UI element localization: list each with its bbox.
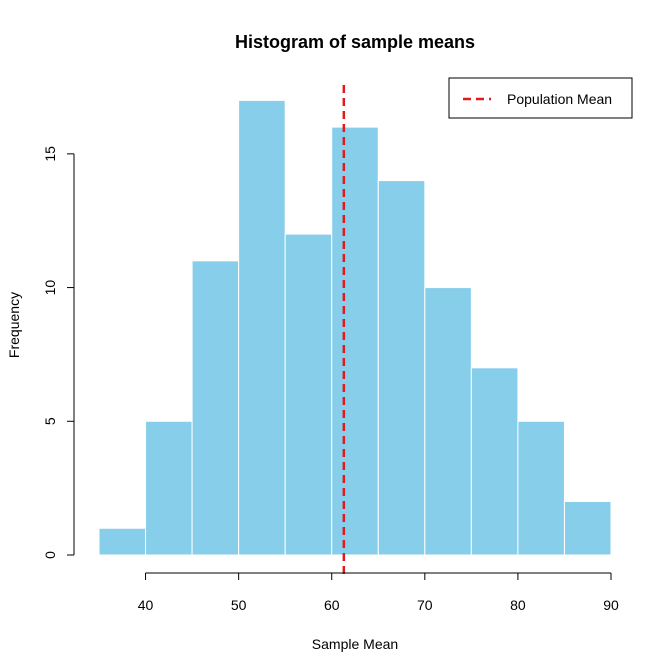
y-tick-label-15: 15 — [42, 146, 58, 162]
x-tick-label-50: 50 — [231, 597, 247, 613]
histogram-bar-50-55 — [238, 99, 286, 556]
y-tick-label-10: 10 — [42, 280, 58, 296]
y-axis: 0 5 10 15 — [42, 146, 75, 559]
histogram-bar-55-60 — [284, 233, 333, 556]
legend: Population Mean — [448, 77, 633, 119]
chart-title: Histogram of sample means — [235, 32, 475, 52]
histogram-bar-65-70 — [377, 180, 426, 556]
x-axis: 40 50 60 70 80 90 — [138, 572, 619, 613]
y-axis-title: Frequency — [6, 292, 22, 358]
legend-label: Population Mean — [507, 91, 612, 107]
x-tick-label-80: 80 — [510, 597, 526, 613]
x-axis-title: Sample Mean — [312, 636, 398, 652]
histogram-bar-80-85 — [517, 420, 565, 556]
histogram-bar-70-75 — [424, 287, 472, 556]
histogram-bar-40-45 — [145, 420, 193, 556]
y-tick-label-5: 5 — [42, 417, 58, 425]
y-tick-label-0: 0 — [42, 551, 58, 559]
x-tick-label-90: 90 — [603, 597, 619, 613]
bars-group — [98, 99, 612, 556]
x-tick-label-60: 60 — [324, 597, 340, 613]
histogram-bar-85-90 — [563, 501, 612, 556]
histogram-bar-60-65 — [331, 126, 379, 556]
histogram-bar-75-80 — [470, 367, 519, 556]
histogram-bar-35-40 — [98, 527, 147, 556]
x-tick-label-70: 70 — [417, 597, 433, 613]
x-tick-label-40: 40 — [138, 597, 154, 613]
histogram-bar-45-50 — [191, 260, 240, 556]
